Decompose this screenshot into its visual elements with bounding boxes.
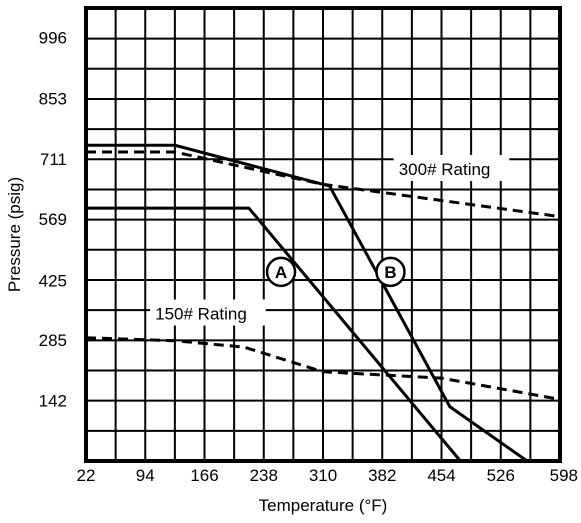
- grid: [84, 6, 562, 463]
- tick-labels: 22 94 166 238 310 382 454 526 598 142 285 425 569 711…: [39, 29, 578, 485]
- y-tick-label: 569: [39, 210, 67, 229]
- x-tick-label: 598: [550, 466, 578, 485]
- annotation-background: [150, 299, 266, 326]
- y-tick-label: 425: [39, 271, 67, 290]
- x-tick-label: 310: [309, 466, 337, 485]
- y-tick-label: 711: [40, 150, 67, 169]
- plot-frame: [84, 6, 562, 463]
- series-line-4: [85, 336, 561, 401]
- series-marker-label: A: [275, 263, 287, 282]
- series-marker-circle: [265, 256, 297, 288]
- annotation-group: 300# Rating 150# Rating A B: [150, 155, 510, 326]
- series-marker-circle: [375, 256, 406, 288]
- y-tick-label: 996: [39, 29, 67, 48]
- x-axis-title: Temperature (°F): [259, 496, 388, 515]
- y-tick-label: 853: [39, 90, 67, 109]
- annotation-background: [393, 155, 510, 182]
- x-tick-label: 238: [250, 466, 278, 485]
- series-line-3: [86, 150, 561, 219]
- x-tick-label: 526: [487, 466, 515, 485]
- series-group: [85, 143, 561, 463]
- series-line-a: [86, 206, 462, 462]
- series-marker-label: B: [384, 263, 396, 282]
- x-tick-label: 454: [427, 466, 455, 485]
- x-tick-label: 166: [190, 466, 218, 485]
- annotation-label: 300# Rating: [399, 160, 491, 179]
- x-tick-label: 94: [136, 466, 155, 485]
- y-axis-title: Pressure (psig): [5, 177, 24, 292]
- annotation-label: 150# Rating: [155, 304, 247, 323]
- x-tick-label: 22: [77, 466, 96, 485]
- x-tick-label: 382: [368, 466, 396, 485]
- y-tick-label: 285: [39, 331, 67, 350]
- y-tick-label: 142: [39, 392, 67, 411]
